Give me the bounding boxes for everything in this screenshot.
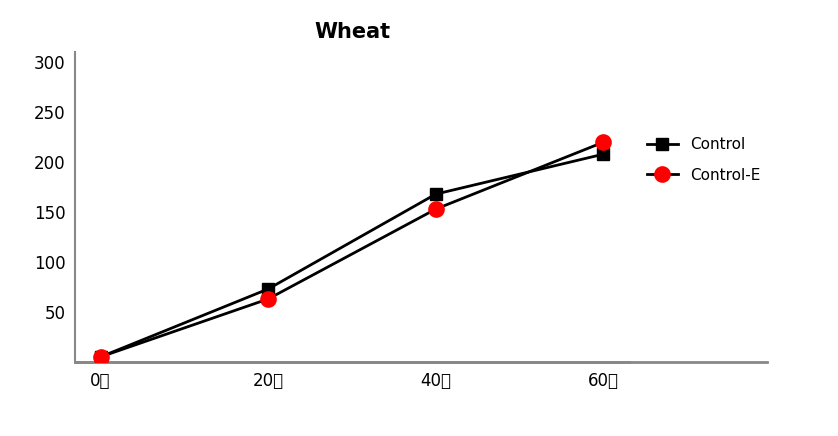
Control-E: [598, 140, 608, 145]
Control: [431, 191, 441, 197]
Control: [96, 354, 106, 360]
Legend: Control, Control-E: Control, Control-E: [647, 137, 760, 183]
Control-E: [431, 207, 441, 212]
Line: Control: Control: [95, 149, 609, 362]
Control-E: [263, 296, 273, 302]
Line: Control-E: Control-E: [94, 135, 610, 364]
Control: [263, 286, 273, 292]
Control-E: [96, 354, 106, 360]
Control: [598, 152, 608, 157]
Title: Wheat: Wheat: [314, 22, 390, 42]
